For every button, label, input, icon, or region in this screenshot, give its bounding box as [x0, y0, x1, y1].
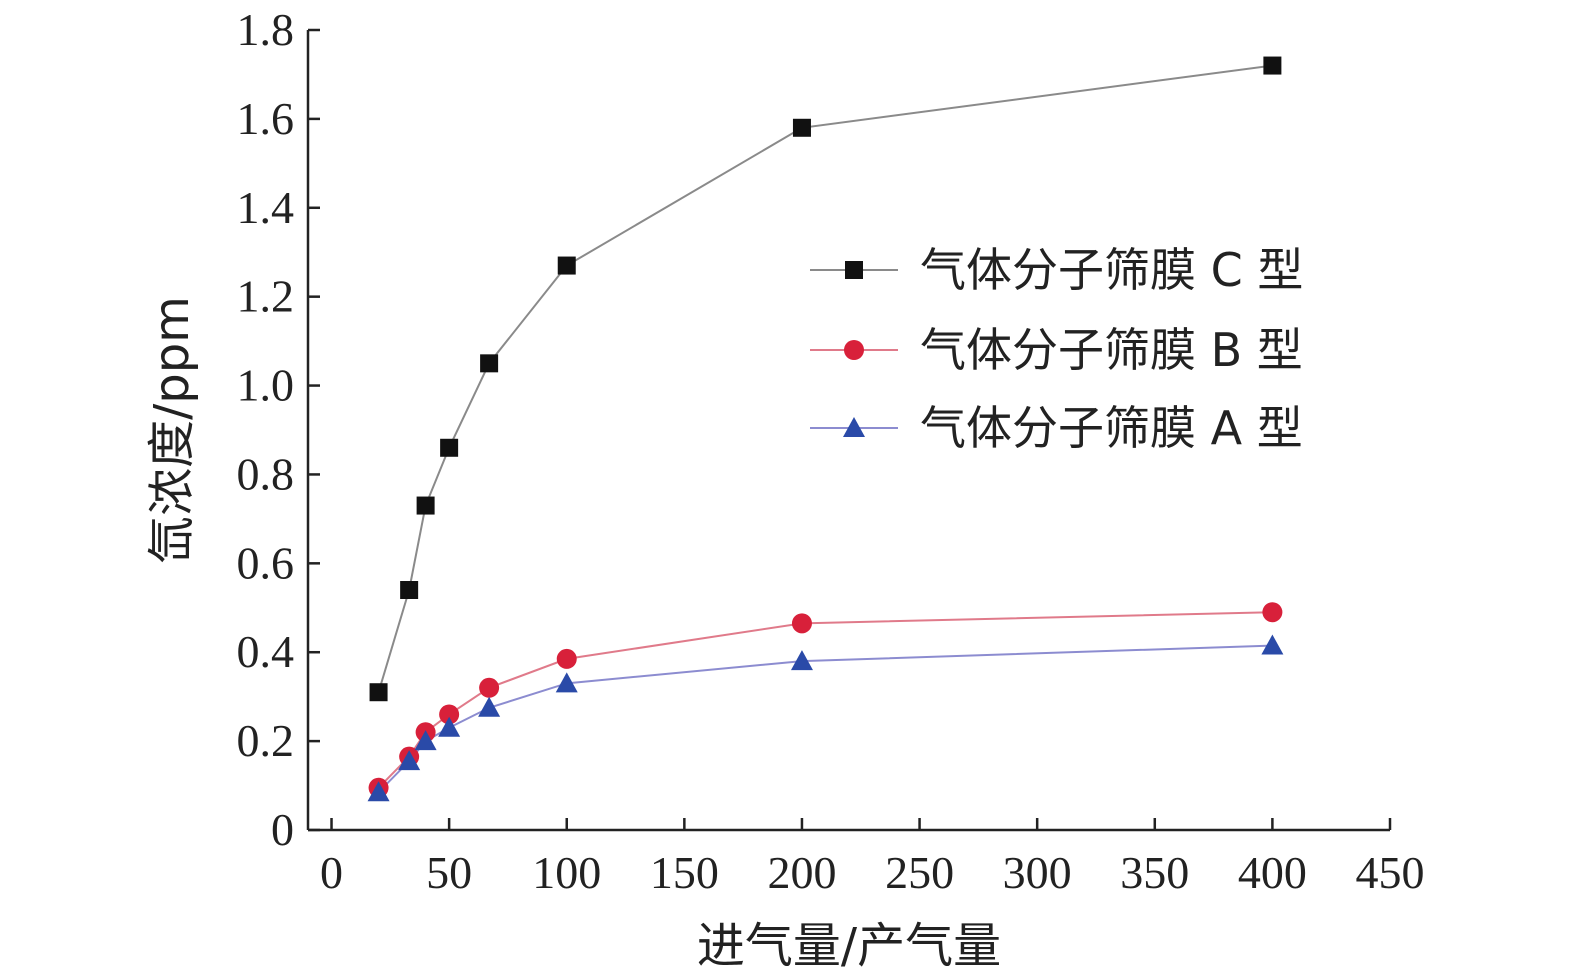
series-markers — [367, 56, 1284, 802]
x-tick-label: 150 — [650, 847, 719, 898]
series-a-point — [1261, 634, 1284, 655]
x-tick-label: 100 — [532, 847, 601, 898]
legend-marker — [843, 417, 865, 437]
series-b-point — [1262, 602, 1283, 623]
series-c-point — [792, 118, 811, 137]
legend-entry-series-a: 气体分子筛膜 A 型 — [810, 401, 1303, 455]
y-tick-label: 0.8 — [237, 448, 295, 499]
legend-label: 气体分子筛膜 B 型 — [920, 323, 1303, 377]
y-tick-label: 0.2 — [237, 715, 295, 766]
series-a-point — [438, 716, 461, 737]
x-tick-label: 300 — [1003, 847, 1072, 898]
series-c-point — [440, 438, 459, 457]
series-c-point — [369, 683, 388, 702]
x-tick-label: 350 — [1120, 847, 1189, 898]
y-tick-label: 0 — [271, 804, 294, 855]
legend-label: 气体分子筛膜 C 型 — [920, 243, 1303, 297]
series-b-point — [479, 677, 500, 698]
series-a-point — [414, 730, 437, 751]
series-a-line — [377, 644, 1273, 793]
series-a-point — [790, 650, 813, 671]
x-tick-label: 50 — [426, 847, 472, 898]
series-a-point — [478, 696, 501, 717]
series-c-point — [1263, 56, 1282, 75]
ticks: 0 50 100 150 200 250 300 350 400 450 0 0.2 0.4 0.6 0.8… — [237, 4, 1425, 898]
y-tick-label: 1.0 — [237, 360, 295, 411]
legend-marker — [845, 261, 863, 279]
x-tick-label: 0 — [320, 847, 343, 898]
legend-label: 气体分子筛膜 A 型 — [920, 401, 1303, 455]
series-b-point — [439, 704, 460, 725]
series-c-point — [557, 256, 576, 275]
x-axis-title: 进气量/产气量 — [697, 918, 1001, 974]
x-tick-label: 250 — [885, 847, 954, 898]
y-tick-label: 1.8 — [237, 4, 295, 55]
series-a-point — [398, 750, 421, 771]
series-a-point — [555, 672, 578, 693]
x-tick-label: 400 — [1238, 847, 1307, 898]
y-tick-label: 1.2 — [237, 271, 295, 322]
y-tick-label: 0.6 — [237, 537, 295, 588]
y-tick-label: 1.6 — [237, 93, 295, 144]
x-tick-label: 450 — [1356, 847, 1425, 898]
series-c-point — [480, 354, 499, 373]
legend-entry-series-b: 气体分子筛膜 B 型 — [810, 323, 1303, 377]
series-b-point — [556, 648, 577, 669]
y-tick-label: 0.4 — [237, 626, 295, 677]
series-a-point — [367, 781, 390, 802]
series-c-line — [377, 64, 1273, 693]
y-axis-title: 氙浓度/ppm — [144, 296, 200, 564]
y-tick-label: 1.4 — [237, 182, 295, 233]
axes — [306, 30, 1390, 832]
legend-marker — [844, 340, 864, 360]
series-c-point — [416, 496, 435, 515]
legend-entry-series-c: 气体分子筛膜 C 型 — [810, 243, 1303, 297]
series-c-point — [400, 581, 419, 599]
series-b-point — [791, 613, 812, 634]
x-tick-label: 200 — [767, 847, 836, 898]
